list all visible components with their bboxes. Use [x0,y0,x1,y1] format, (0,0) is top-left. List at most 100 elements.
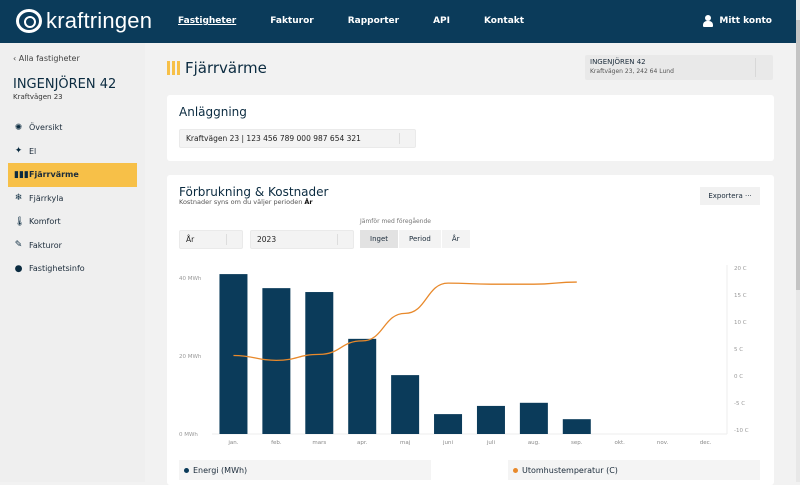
sidebar-item-label: Fjärrvärme [29,170,79,180]
legend-temperature[interactable]: Utomhustemperatur (C) [508,460,760,480]
compare-toggle: Inget Period År [360,230,471,248]
energy-dot-icon [184,467,189,473]
property-address: Kraftvägen 23 [13,93,63,101]
x-tick-label: okt. [614,440,625,446]
sidebar-item-label: Komfort [29,217,61,227]
x-tick-label: juni [442,440,453,446]
nav-fakturor[interactable]: Fakturor [270,16,314,26]
subtitle-text: Kostnader syns om du väljer perioden [179,198,305,206]
property-select-address: Kraftvägen 23, 242 64 Lund [590,68,674,75]
y-right-tick-label: 15 C [734,293,747,299]
sidebar-item-komfort[interactable]: 🌡 Komfort [8,210,137,234]
usage-subtitle: Kostnader syns om du väljer perioden År [179,198,313,206]
x-tick-label: dec. [700,440,712,446]
export-label: Exportera [708,192,743,200]
sidebar-item-label: Översikt [29,123,63,133]
sidebar-item-fakturor[interactable]: ✎ Fakturor [8,234,137,258]
period-value: År [186,235,195,244]
x-tick-label: nov. [657,440,669,446]
thermometer-icon: 🌡 [14,216,26,227]
energy-bar [219,274,248,434]
page-title-text: Fjärrvärme [185,59,267,77]
y-right-tick-label: 20 C [734,266,747,272]
compare-label: Jämför med föregående [360,218,431,225]
sidebar-item-label: Fjärrkyla [29,193,64,203]
installation-select[interactable]: Kraftvägen 23 | 123 456 789 000 987 654 … [179,129,416,148]
installation-card: Anläggning Kraftvägen 23 | 123 456 789 0… [167,95,774,161]
page-scrollbar[interactable] [796,0,800,482]
temperature-dot-icon [513,467,518,473]
x-tick-label: feb. [271,440,282,446]
y-right-tick-label: 10 C [734,320,747,326]
sidebar-item-fjärrvärme[interactable]: ▮▮▮ Fjärrvärme [8,163,137,187]
scrollbar-thumb[interactable] [796,20,800,290]
more-icon: ··· [744,192,752,200]
district-heating-icon: ▮▮▮ [14,169,29,180]
usage-chart: 0 MWh 20 MWh 40 MWh -10 C -5 C 0 C 5 C 10 C 15 C… [179,265,749,446]
year-select[interactable]: 2023 [250,230,354,249]
sidebar-item-label: Fakturor [29,240,62,250]
chevron-down-icon [226,234,242,245]
chevron-down-icon [399,133,415,144]
sidebar-item-översikt[interactable]: ✺ Översikt [8,116,137,140]
usage-title: Förbrukning & Kostnader [179,185,329,199]
y-right-tick-label: 5 C [734,347,743,353]
y-right-tick-label: -10 C [734,428,749,434]
installation-title: Anläggning [179,105,247,119]
y-left-tick-label: 20 MWh [179,354,202,360]
account-button[interactable]: Mitt konto [703,15,772,27]
brand-name: kraftringen [46,8,153,33]
x-tick-label: mars [312,440,326,446]
nav-fastigheter[interactable]: Fastigheter [178,16,237,26]
overview-icon: ✺ [14,122,23,133]
x-tick-label: sep. [571,440,583,446]
x-tick-label: jan. [227,440,238,446]
period-select[interactable]: År [179,230,243,249]
sidebar-item-el[interactable]: ✦ El [8,140,137,164]
property-select-name: INGENJÖREN 42 [590,58,646,66]
compare-year[interactable]: År [441,230,471,248]
logo-mark-icon [16,9,42,33]
legend-energy[interactable]: Energi (MWh) [179,460,431,480]
y-left-tick-label: 40 MWh [179,276,202,282]
property-name: INGENJÖREN 42 [13,77,117,92]
year-value: 2023 [257,235,277,244]
energy-bar [305,292,334,434]
compare-period[interactable]: Period [399,230,442,248]
kraftringen-logo[interactable]: kraftringen [16,8,152,34]
energy-bar [391,375,420,434]
usage-card: Förbrukning & Kostnader Kostnader syns o… [167,175,774,485]
invoice-icon: ✎ [14,240,23,251]
compare-none[interactable]: Inget [360,230,399,248]
subtitle-bold: År [304,198,313,206]
sidebar: ‹ Alla fastigheter INGENJÖREN 42 Kraftvä… [0,43,145,482]
property-select[interactable]: INGENJÖREN 42 Kraftvägen 23, 242 64 Lund [585,55,773,80]
account-label: Mitt konto [719,16,772,26]
energy-bar [562,419,591,434]
user-icon [703,15,714,27]
export-button[interactable]: Exportera ··· [700,187,760,205]
legend-energy-label: Energi (MWh) [193,465,248,475]
y-right-tick-label: 0 C [734,374,743,380]
nav-kontakt[interactable]: Kontakt [483,16,525,26]
sidebar-menu: ✺ Översikt ✦ El ▮▮▮ Fjärrvärme ❄ Fjärrkyla 🌡 Komf… [8,116,137,281]
snowflake-icon: ❄ [14,193,23,204]
nav-api[interactable]: API [433,16,450,26]
page-title: Fjärrvärme [167,59,267,77]
district-heating-icon [167,61,180,75]
sidebar-item-label: Fastighetsinfo [29,264,85,274]
sidebar-item-fastighetsinfo[interactable]: ● Fastighetsinfo [8,257,137,281]
y-left-tick-label: 0 MWh [179,432,198,438]
temperature-line [233,281,577,361]
energy-bar [348,338,377,434]
main-content: Fjärrvärme INGENJÖREN 42 Kraftvägen 23, 2… [145,43,796,485]
back-link[interactable]: ‹ Alla fastigheter [13,54,80,63]
sidebar-item-fjärrkyla[interactable]: ❄ Fjärrkyla [8,187,137,211]
chevron-down-icon [337,234,353,245]
sidebar-item-label: El [29,146,37,156]
x-tick-label: apr. [357,440,368,446]
nav-rapporter[interactable]: Rapporter [347,16,400,26]
y-right-tick-label: -5 C [734,401,745,407]
energy-bar [262,288,291,434]
installation-value: Kraftvägen 23 | 123 456 789 000 987 654 … [186,134,361,143]
